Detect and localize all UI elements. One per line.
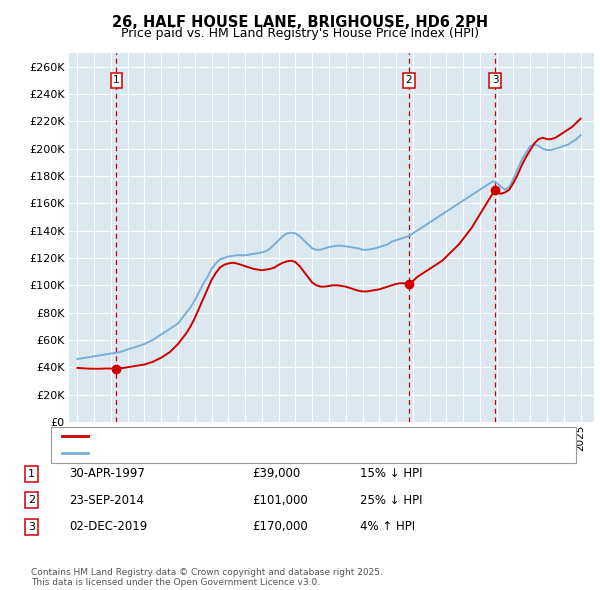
Text: 15% ↓ HPI: 15% ↓ HPI — [360, 467, 422, 480]
Text: 3: 3 — [28, 522, 35, 532]
Text: 1: 1 — [28, 469, 35, 478]
Text: 4% ↑ HPI: 4% ↑ HPI — [360, 520, 415, 533]
Text: 30-APR-1997: 30-APR-1997 — [69, 467, 145, 480]
Text: 3: 3 — [492, 76, 499, 86]
Text: 1: 1 — [113, 76, 120, 86]
Text: Price paid vs. HM Land Registry's House Price Index (HPI): Price paid vs. HM Land Registry's House … — [121, 27, 479, 40]
Text: £170,000: £170,000 — [252, 520, 308, 533]
Text: 23-SEP-2014: 23-SEP-2014 — [69, 494, 144, 507]
Text: Contains HM Land Registry data © Crown copyright and database right 2025.
This d: Contains HM Land Registry data © Crown c… — [31, 568, 383, 587]
Text: £39,000: £39,000 — [252, 467, 300, 480]
Text: 2: 2 — [28, 496, 35, 505]
Text: 2: 2 — [406, 76, 412, 86]
Text: £101,000: £101,000 — [252, 494, 308, 507]
Text: 26, HALF HOUSE LANE, BRIGHOUSE, HD6 2PH: 26, HALF HOUSE LANE, BRIGHOUSE, HD6 2PH — [112, 15, 488, 30]
Text: 25% ↓ HPI: 25% ↓ HPI — [360, 494, 422, 507]
Text: HPI: Average price, semi-detached house, Calderdale: HPI: Average price, semi-detached house,… — [92, 448, 383, 458]
Text: 02-DEC-2019: 02-DEC-2019 — [69, 520, 147, 533]
Text: 26, HALF HOUSE LANE, BRIGHOUSE, HD6 2PH (semi-detached house): 26, HALF HOUSE LANE, BRIGHOUSE, HD6 2PH … — [92, 431, 473, 441]
